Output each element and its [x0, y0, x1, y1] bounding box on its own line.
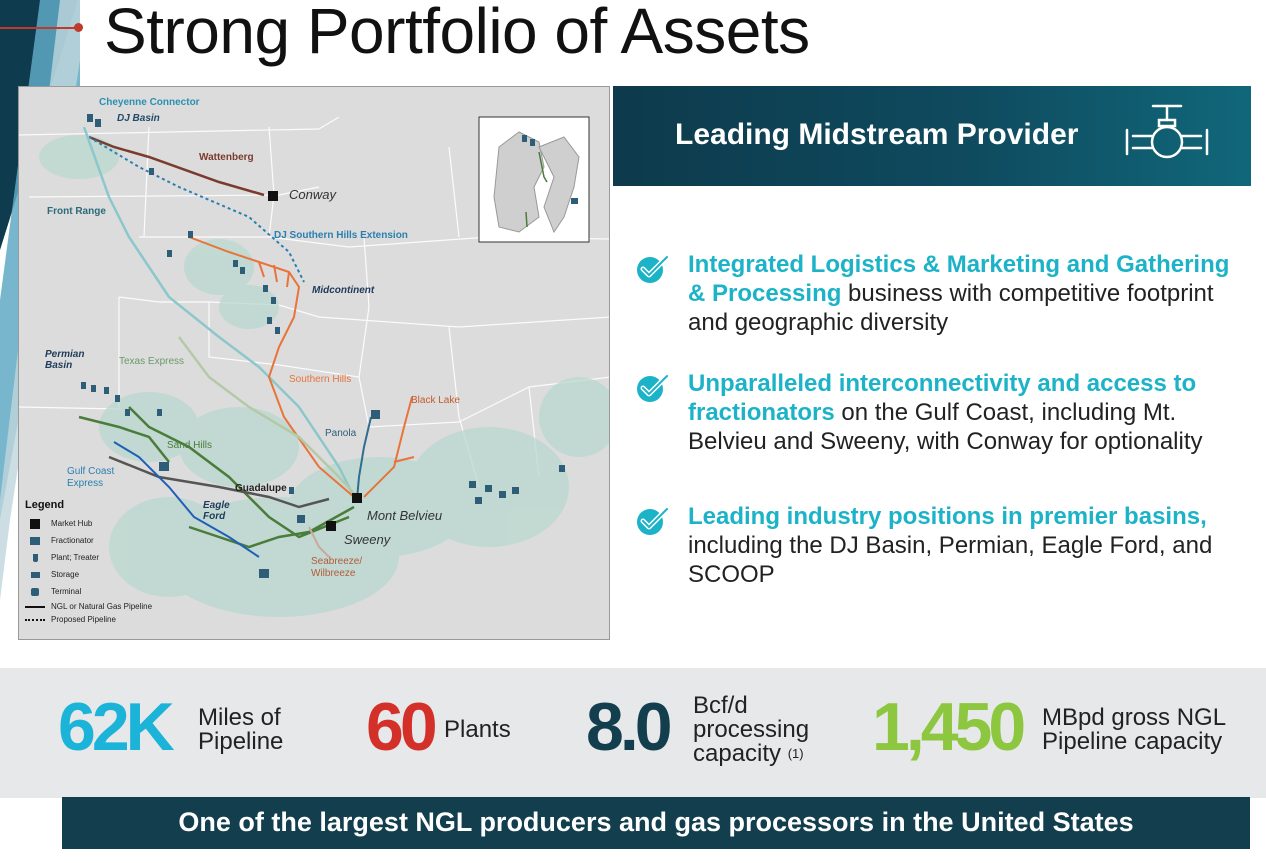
- map-label-cheyenne-connector: Cheyenne Connector: [99, 97, 200, 108]
- proposed-pipeline-icon: [25, 618, 45, 621]
- legend-item-terminal: Terminal: [25, 583, 195, 600]
- bullet-highlight: Integrated Logistics & Marketing and Gat…: [688, 251, 1230, 307]
- page-title: Strong Portfolio of Assets: [104, 0, 810, 67]
- map-label-wattenberg: Wattenberg: [199, 152, 254, 163]
- storage-icon: [30, 571, 40, 578]
- map-label-dj-basin: DJ Basin: [117, 113, 160, 124]
- stats-band: 62K Miles of Pipeline 60 Plants 8.0 Bcf/…: [0, 668, 1266, 798]
- footer-text: One of the largest NGL producers and gas…: [178, 807, 1134, 837]
- fractionator-icon: [30, 536, 40, 545]
- stat-ngl-value: 1,450: [872, 689, 1026, 765]
- pipeline-line-icon: [25, 605, 45, 608]
- bullet-integrated-logistics: Integrated Logistics & Marketing and Gat…: [636, 250, 1236, 340]
- legend-item-proposed-pipeline: Proposed Pipeline: [25, 613, 195, 626]
- stat-ngl-label-2: Pipeline capacity: [1042, 728, 1223, 755]
- stat-ngl-label-1: MBpd gross NGL: [1042, 704, 1227, 731]
- map-label-seabreeze-wilbreeze: Seabreeze/ Wilbreeze: [311, 556, 363, 579]
- footer-banner: One of the largest NGL producers and gas…: [62, 797, 1250, 849]
- leading-midstream-banner: Leading Midstream Provider: [613, 86, 1251, 186]
- bullet-industry-positions: Leading industry positions in premier ba…: [636, 502, 1236, 592]
- bullet-text: business with competitive footprint and …: [688, 280, 1214, 336]
- map-label-midcontinent: Midcontinent: [312, 285, 375, 296]
- bullet-interconnectivity: Unparalleled interconnectivity and acces…: [636, 369, 1236, 489]
- footnote-marker: (1): [787, 746, 804, 761]
- map-label-mont-belvieu: Mont Belvieu: [367, 508, 443, 523]
- map-label-permian-basin: Permian Basin: [45, 349, 85, 371]
- stat-miles-label-2: Pipeline: [198, 728, 284, 755]
- bullet-text: including the DJ Basin, Permian, Eagle F…: [688, 532, 1213, 588]
- checkmark-icon: [637, 373, 670, 402]
- map-legend: Legend Market Hub Fractionator Plant; Tr…: [25, 499, 195, 626]
- checkmark-icon: [637, 254, 670, 283]
- valve-icon: [1125, 104, 1209, 159]
- legend-title: Legend: [25, 499, 65, 511]
- title-accent-line: [0, 27, 78, 29]
- stat-plants-label: Plants: [444, 716, 511, 743]
- bullet-highlight: Leading industry positions in premier ba…: [688, 503, 1207, 530]
- map-label-sand-hills: Sand Hills: [167, 440, 213, 451]
- map-label-guadalupe: Guadalupe: [235, 483, 287, 494]
- market-hub-icon: [30, 518, 40, 529]
- map-label-gulf-coast-express: Gulf Coast Express: [67, 466, 115, 489]
- bullet-highlight: Unparalleled interconnectivity and acces…: [688, 370, 1197, 426]
- map-label-texas-express: Texas Express: [119, 356, 185, 367]
- legend-item-storage: Storage: [25, 566, 195, 583]
- stat-processing-label-3: capacity (1): [693, 740, 804, 767]
- legend-item-pipeline: NGL or Natural Gas Pipeline: [25, 600, 195, 613]
- map-label-eagle-ford: Eagle Ford: [203, 500, 230, 522]
- map-graphic: [19, 114, 609, 617]
- map-label-panola: Panola: [325, 428, 357, 439]
- map-label-conway: Conway: [289, 187, 336, 202]
- map-label-front-range: Front Range: [47, 206, 106, 217]
- legend-item-plant-treater: Plant; Treater: [25, 549, 195, 566]
- plant-icon: [32, 553, 38, 562]
- stat-miles-value: 62K: [58, 689, 175, 765]
- stat-processing-label-1: Bcf/d: [693, 692, 748, 719]
- checkmark-icon: [637, 506, 670, 535]
- map-label-sweeny: Sweeny: [344, 532, 391, 547]
- stat-processing-label-2: processing: [693, 716, 810, 743]
- bullet-text: on the Gulf Coast, including Mt. Belvieu…: [688, 399, 1203, 455]
- legend-item-fractionator: Fractionator: [25, 532, 195, 549]
- asset-map: Cheyenne Connector DJ Basin Wattenberg C…: [18, 86, 610, 640]
- stat-processing-value: 8.0: [586, 689, 673, 765]
- map-label-dj-southern-hills-extension: DJ Southern Hills Extension: [274, 230, 408, 241]
- banner-title: Leading Midstream Provider: [675, 118, 1079, 151]
- stat-miles-label-1: Miles of: [198, 704, 281, 731]
- map-label-black-lake: Black Lake: [411, 395, 460, 406]
- terminal-icon: [31, 587, 39, 596]
- stat-plants-value: 60: [366, 689, 438, 765]
- legend-item-market-hub: Market Hub: [25, 515, 195, 532]
- title-accent-dot: [74, 23, 83, 32]
- map-label-southern-hills: Southern Hills: [289, 374, 352, 385]
